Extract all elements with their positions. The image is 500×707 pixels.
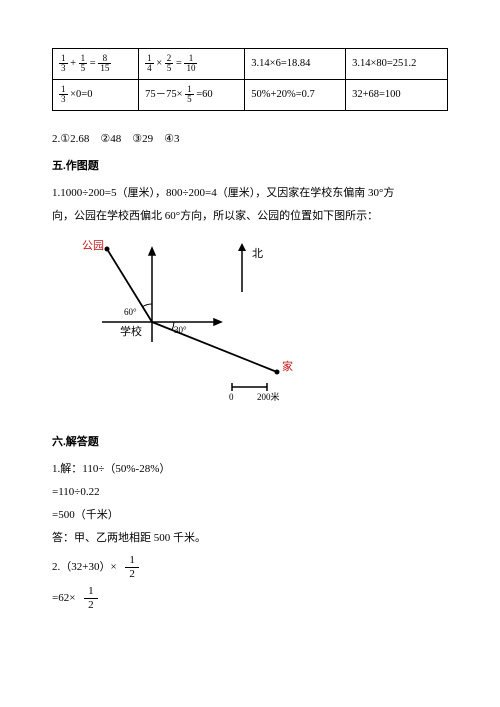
cell-r1c1: 13 + 15 = 815 — [53, 49, 139, 80]
q6-2-a: 2.（32+30）× 12 — [52, 555, 448, 580]
home-label: 家 — [282, 359, 293, 373]
cell-r1c3: 3.14×6=18.84 — [245, 49, 346, 80]
deg60-label: 60° — [124, 307, 137, 317]
cell-r1c2: 14 × 25 = 110 — [139, 49, 245, 80]
direction-diagram: 北 公园 家 60° 30° 学校 0 200米 — [82, 237, 448, 415]
cell-r2c4: 32+68=100 — [346, 80, 448, 111]
q6-1-b: =110÷0.22 — [52, 482, 448, 503]
calc-table: 13 + 15 = 815 14 × 25 = 110 3.14×6=18.84… — [52, 48, 448, 111]
q6-2-b: =62× 12 — [52, 586, 448, 611]
cell-r2c2: 75－75× 15 =60 — [139, 80, 245, 111]
cell-r2c3: 50%+20%=0.7 — [245, 80, 346, 111]
q5-line-a: 1.1000÷200=5（厘米），800÷200=4（厘米），又因家在学校东偏南… — [52, 183, 448, 204]
section-5-title: 五.作图题 — [52, 156, 448, 177]
q6-1-d: 答：甲、乙两地相距 500 千米。 — [52, 528, 448, 549]
north-label: 北 — [252, 247, 263, 260]
cell-r2c1: 13 ×0=0 — [53, 80, 139, 111]
q6-1-a: 1.解：110÷（50%-28%） — [52, 459, 448, 480]
deg30-label: 30° — [174, 325, 187, 335]
scale-0: 0 — [229, 392, 234, 402]
scale-200: 200米 — [257, 391, 280, 402]
q6-1-c: =500（千米） — [52, 505, 448, 526]
section-6-title: 六.解答题 — [52, 432, 448, 453]
park-label: 公园 — [82, 239, 104, 252]
q5-line-b: 向，公园在学校西偏北 60°方向，所以家、公园的位置如下图所示： — [52, 206, 448, 227]
cell-r1c4: 3.14×80=251.2 — [346, 49, 448, 80]
answer-line-2: 2.①2.68 ②48 ③29 ④3 — [52, 129, 448, 150]
school-label: 学校 — [120, 324, 142, 338]
